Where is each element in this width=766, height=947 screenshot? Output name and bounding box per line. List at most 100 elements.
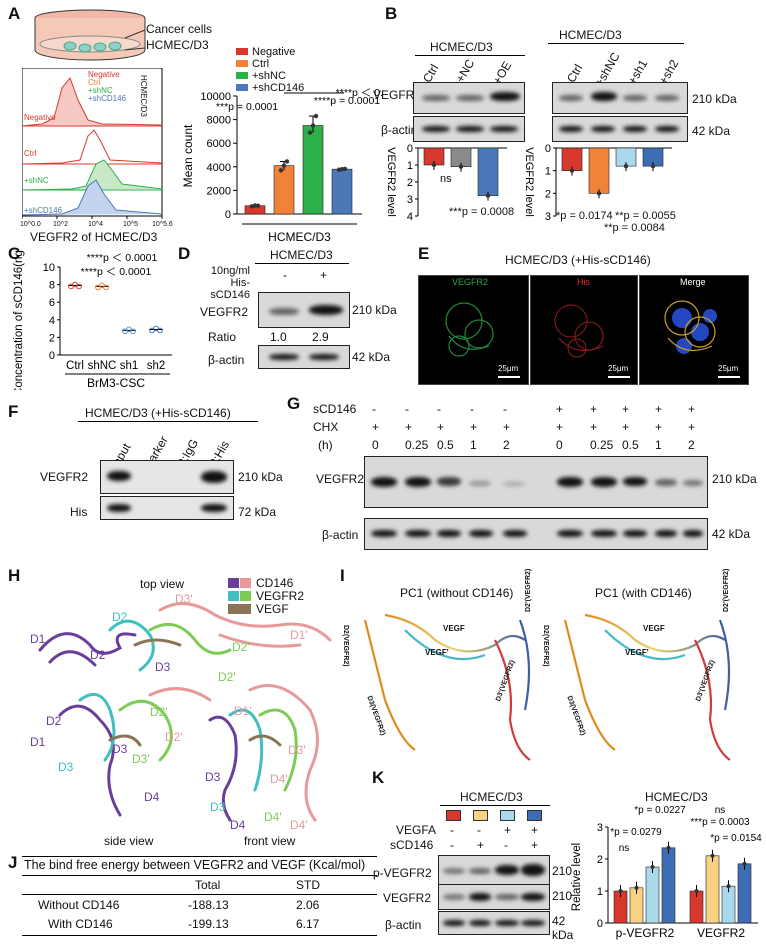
h-label-8: D1 — [30, 735, 46, 749]
d-blot-actin — [258, 345, 350, 369]
c-point — [157, 327, 163, 334]
h-protein-structures — [38, 602, 332, 822]
d-sign-plus: + — [320, 268, 328, 282]
e-scalebar-1: 25μm — [498, 364, 519, 373]
chart-b-left: 0 1 2 3 4 VEGFR2 level — [385, 143, 507, 223]
k-vegfa-sign-0: - — [450, 823, 454, 837]
flow-legend-shcd146: +shCD146 — [88, 94, 127, 103]
a-bar-Ctrl — [273, 165, 295, 215]
g-row-chx: CHX — [313, 420, 339, 434]
k-kda-2: 42 — [552, 914, 566, 928]
g-row-scd146: sCD146 — [313, 402, 357, 416]
br-ytick-label: 0 — [545, 143, 551, 155]
d-kda-210: 210 kDa — [352, 303, 397, 317]
flow-xtick-0: 10^0.0 — [20, 221, 41, 228]
j-col-total: Total — [195, 878, 221, 892]
k-point — [634, 885, 639, 890]
k-point — [618, 889, 623, 893]
h-label-10: D2' — [150, 705, 168, 719]
schematic-label-cancer: Cancer cells — [146, 22, 213, 36]
g-row1-col-6: + — [590, 402, 598, 416]
bl-ytick-label: 3 — [407, 194, 413, 206]
k-chart-title: HCMEC/D3 — [645, 790, 708, 804]
br-ytick-label: 3 — [545, 211, 551, 223]
j-row0-std: 2.06 — [296, 898, 320, 912]
b-right-stat-1: *p = 0.0174 — [556, 210, 613, 222]
cell-dish-schematic — [34, 9, 146, 61]
i-right-d2: D2(VEGFR2) — [542, 625, 549, 667]
g-row2-col-4: + — [503, 420, 511, 434]
panel-label-a: A — [8, 4, 21, 23]
e-image-merge — [639, 275, 749, 385]
c-point — [103, 284, 109, 291]
j-row0-total: -188.13 — [188, 898, 229, 912]
g-row3-col-9: 2 — [688, 438, 695, 452]
i-left-d2prime: D2'(VEGFR2) — [525, 568, 532, 612]
h-label-2: D2 — [90, 648, 106, 662]
br-ytick-label: 2 — [545, 188, 551, 200]
g-row1-col-2: - — [437, 402, 441, 416]
d-row-vegfr2: VEGFR2 — [200, 305, 249, 319]
h-label-1: D2 — [112, 610, 128, 624]
e-scalebar-3: 25μm — [718, 364, 739, 373]
b-kda-210: 210 kDa — [692, 92, 737, 106]
flow-legend-negative: Negative — [88, 70, 120, 79]
flow-legend-ctrl: Ctrl — [88, 78, 101, 87]
d-ratio-label: Ratio — [208, 330, 237, 344]
j-caption: The bind free energy between VEGFR2 and … — [24, 858, 366, 872]
k-vegfa-sign-1: - — [477, 823, 481, 837]
g-row1-col-7: + — [622, 402, 630, 416]
h-label-13: D3 — [58, 760, 74, 774]
h-label-18: D3 — [205, 770, 221, 784]
g-row2-col-6: + — [590, 420, 598, 434]
c-xtick-shNC: shNC — [88, 360, 117, 372]
g-row1-col-4: - — [503, 402, 507, 416]
a-bar-legend-shcd146-text: +shCD146 — [252, 82, 305, 94]
f-blot-his — [100, 496, 234, 520]
i-right-d2prime: D2'(VEGFR2) — [723, 568, 730, 612]
d-treatment: 10ng/ml His-sCD146 — [210, 265, 250, 301]
b-left-blot-vegfr2 — [413, 82, 525, 114]
k-stat-2: ***p = 0.0003 — [690, 817, 750, 828]
c-ytick-label: 8 — [49, 280, 55, 292]
b-left-blot-actin — [413, 116, 525, 142]
i-pca-structures — [363, 613, 731, 761]
k-row-actin: β-actin — [385, 918, 422, 932]
a-bar-legend-ctrl: Ctrl — [236, 58, 269, 70]
c-ytick-label: 6 — [49, 297, 55, 309]
h-label-11: D2' — [165, 730, 183, 744]
g-row3-col-0: 0 — [372, 438, 379, 452]
chart-a-mean-count: 0 2000 4000 6000 8000 10000 Mean count HCMEC/D3… — [182, 87, 382, 244]
i-right-title: PC1 (with CD146) — [595, 586, 692, 600]
a-annot-1: ****p ＜ 0.0001 — [336, 87, 382, 99]
panel-label-k: K — [372, 768, 385, 787]
br-point — [650, 163, 656, 169]
d-kda-42: 42 kDa — [352, 350, 391, 364]
g-row3-col-8: 1 — [655, 438, 662, 452]
h-label-9: D2 — [46, 714, 62, 728]
a-bar-+shNC — [302, 125, 324, 215]
a-point — [284, 159, 290, 164]
b-row-vegfr2: VEGFR2 — [373, 88, 422, 102]
flow-row-shcd146: +shCD146 — [24, 206, 63, 215]
h-label-22: D4' — [290, 818, 308, 832]
h-label-0: D1 — [30, 632, 46, 646]
panel-label-g: G — [287, 394, 301, 413]
a-point — [281, 163, 287, 168]
a-point — [278, 168, 284, 173]
h-label-15: D4 — [144, 790, 160, 804]
h-label-6: D1' — [290, 628, 308, 642]
bl-point — [431, 162, 437, 168]
b-kda-42: 42 kDa — [692, 124, 731, 138]
c-ytick-label: 4 — [49, 315, 55, 327]
flow-side-label: HCMEC/D3 — [139, 75, 148, 117]
b-left-lane-1: +NC — [453, 56, 478, 85]
i-left-vegf-prime: VEGF' — [425, 648, 449, 657]
d-ratio-1: 2.9 — [312, 330, 329, 344]
h-label-4: D3' — [175, 592, 193, 606]
e-scalebar-2: 25μm — [608, 364, 629, 373]
flow-xtick-2: 10^4 — [88, 221, 103, 228]
h-label-19: D3 — [210, 800, 226, 814]
g-row2-col-0: + — [372, 420, 380, 434]
